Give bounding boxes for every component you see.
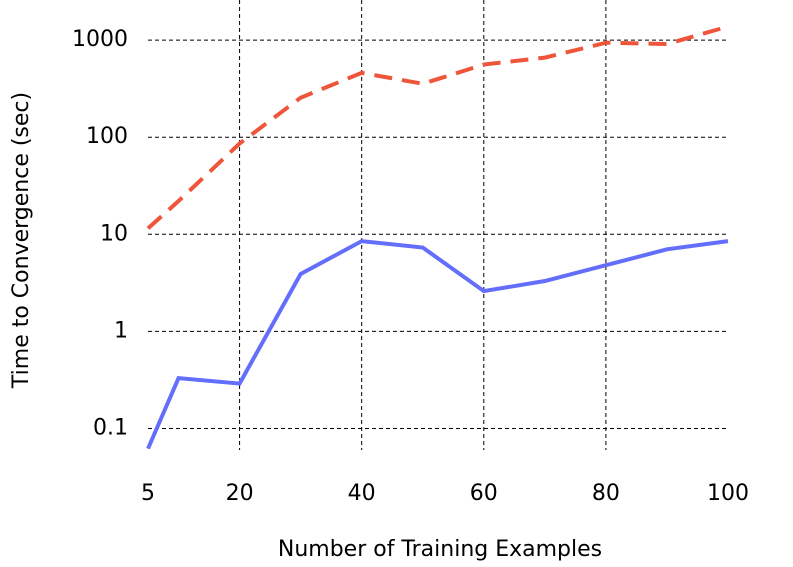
x-tick-label: 60 (470, 481, 498, 506)
series-line (146, 239, 729, 450)
y-tick-label: 1000 (72, 27, 128, 52)
y-tick-label: 1 (114, 318, 128, 343)
x-tick-label: 5 (141, 481, 155, 506)
x-tick-label: 20 (226, 481, 254, 506)
y-axis-label: Time to Convergence (sec) (9, 92, 34, 389)
x-tick-label: 80 (592, 481, 620, 506)
y-tick-label: 100 (86, 124, 128, 149)
y-tick-label: 10 (100, 221, 128, 246)
y-tick-label: 0.1 (93, 415, 128, 440)
series-line (146, 24, 729, 230)
x-tick-label: 100 (707, 481, 749, 506)
x-tick-label: 40 (348, 481, 376, 506)
x-axis-label: Number of Training Examples (278, 537, 602, 562)
